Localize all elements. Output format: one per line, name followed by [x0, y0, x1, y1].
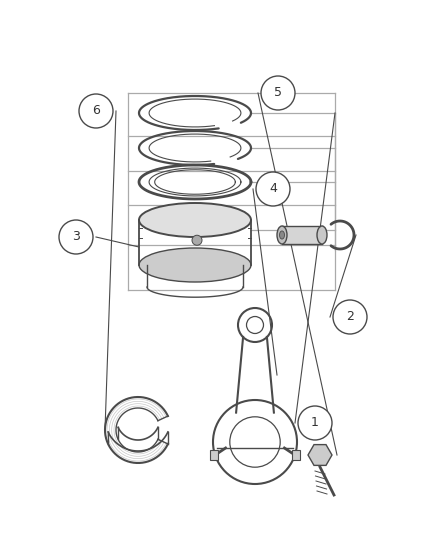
Polygon shape: [308, 445, 332, 465]
Text: 4: 4: [269, 182, 277, 196]
Circle shape: [333, 300, 367, 334]
Circle shape: [59, 220, 93, 254]
Text: 6: 6: [92, 104, 100, 117]
Circle shape: [256, 172, 290, 206]
Ellipse shape: [277, 226, 287, 244]
Text: 2: 2: [346, 311, 354, 324]
Text: 1: 1: [311, 416, 319, 430]
Circle shape: [192, 235, 202, 245]
Circle shape: [298, 406, 332, 440]
Ellipse shape: [139, 248, 251, 282]
Ellipse shape: [279, 231, 285, 239]
Ellipse shape: [139, 203, 251, 237]
Circle shape: [79, 94, 113, 128]
Polygon shape: [210, 450, 218, 460]
Ellipse shape: [317, 226, 327, 244]
Polygon shape: [293, 450, 300, 460]
Text: 5: 5: [274, 86, 282, 100]
Text: 3: 3: [72, 230, 80, 244]
Polygon shape: [282, 226, 322, 244]
Circle shape: [261, 76, 295, 110]
